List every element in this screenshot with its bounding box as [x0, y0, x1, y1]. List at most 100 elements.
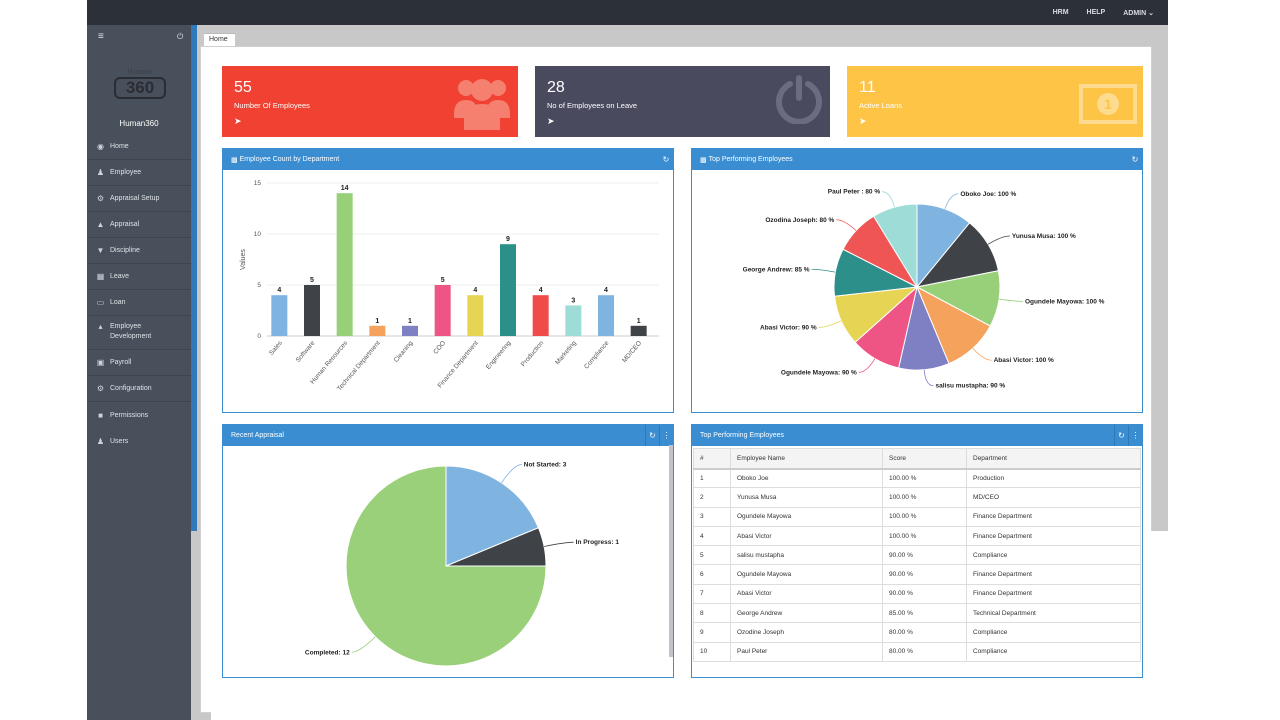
top-bar: HRM HELP ADMIN ⌄	[87, 0, 1168, 25]
stat-card-loans: 11 Active Loans ➤ 1	[847, 66, 1143, 137]
sidebar-item-employee[interactable]: ♟ Employee	[87, 160, 191, 186]
table-row[interactable]: 7 Abasi Victor 90.00 % Finance Department	[693, 583, 1141, 605]
bar-value-label: 14	[341, 185, 349, 192]
sidebar-scrollbar[interactable]	[191, 25, 197, 531]
sidebar-item-label: Permissions	[110, 411, 149, 419]
table-cell: 80.00 %	[882, 641, 967, 662]
column-header[interactable]: Department	[966, 448, 1141, 470]
sidebar-item-employee-development[interactable]: ▴ Employee Development	[87, 316, 191, 350]
sidebar-item-users[interactable]: ♟ Users	[87, 428, 191, 454]
bar[interactable]	[565, 305, 582, 336]
sidebar-item-label: Discipline	[110, 247, 140, 254]
bar[interactable]	[532, 295, 549, 336]
arrow-circle-icon[interactable]: ➤	[234, 116, 242, 126]
table-cell: Finance Department	[966, 525, 1141, 547]
top-performers-table-box: Top Performing Employees ↻ ⋮ # Employee …	[691, 424, 1143, 678]
performer-label: Ozodina Joseph: 80 %	[765, 217, 834, 224]
tab-home[interactable]: Home	[204, 33, 235, 46]
refresh-icon[interactable]: ↻	[662, 155, 670, 164]
table-cell: Compliance	[966, 622, 1141, 643]
sidebar-item-payroll[interactable]: ▣ Payroll	[87, 350, 191, 376]
table-row[interactable]: 5 salisu mustapha 90.00 % Compliance	[693, 545, 1141, 566]
table-row[interactable]: 6 Ogundele Mayowa 90.00 % Finance Departmen…	[693, 564, 1141, 585]
performer-label: George Andrew: 85 %	[743, 266, 810, 273]
bar[interactable]	[598, 295, 614, 336]
table-row[interactable]: 2 Yunusa Musa 100.00 % MD/CEO	[693, 487, 1141, 508]
table-row[interactable]: 10 Paul Peter 80.00 % Compliance	[693, 641, 1141, 662]
bar[interactable]	[369, 325, 386, 336]
table-cell: 8	[693, 603, 731, 624]
table-cell: 3	[693, 506, 731, 527]
appraisal-slice[interactable]	[345, 465, 547, 667]
bar[interactable]	[434, 285, 451, 336]
bar[interactable]	[304, 285, 320, 336]
top-nav: HRM HELP ADMIN ⌄	[1053, 0, 1154, 25]
sidebar-item-label: Appraisal Setup	[110, 195, 160, 202]
bar[interactable]	[500, 244, 516, 336]
thumbs-up-icon: ▲	[96, 220, 105, 229]
table-row[interactable]: 9 Ozodine Joseph 80.00 % Compliance	[693, 622, 1141, 643]
users-icon	[454, 79, 510, 130]
performer-slice[interactable]	[872, 203, 918, 289]
top-performers-chart-header: ▩ Top Performing Employees ↻	[692, 149, 1142, 170]
x-tick-label: Compliance	[583, 339, 611, 370]
sidebar-item-appraisal[interactable]: ▲ Appraisal	[87, 212, 191, 238]
table-row[interactable]: 8 George Andrew 85.00 % Technical Departmen…	[693, 603, 1141, 624]
sidebar-item-label: Configuration	[110, 385, 152, 392]
more-vertical-icon[interactable]: ⋮	[1128, 425, 1142, 446]
sidebar-item-label: Employee Development	[110, 323, 152, 340]
nav-help[interactable]: HELP	[1086, 9, 1106, 16]
appraisal-slice[interactable]	[445, 465, 540, 567]
sidebar-item-leave[interactable]: ▦ Leave	[87, 264, 191, 290]
performer-label: Abasi Victor: 90 %	[760, 324, 817, 331]
table-cell: Ozodine Joseph	[730, 622, 883, 643]
recent-appraisal-box: Recent Appraisal ↻ ⋮ Not Started: 3 In Pr…	[222, 424, 674, 678]
bar[interactable]	[467, 295, 484, 336]
recent-appraisal-scrollbar[interactable]	[669, 445, 673, 657]
graduation-cap-icon: ▴	[98, 322, 103, 331]
x-tick-label: Sales	[268, 339, 284, 357]
bar-value-label: 9	[506, 236, 510, 243]
refresh-icon[interactable]: ↻	[645, 425, 659, 446]
gears-icon: ⚙	[96, 384, 105, 393]
table-cell: Ogundele Mayowa	[730, 564, 883, 585]
sidebar-item-configuration[interactable]: ⚙ Configuration	[87, 376, 191, 402]
table-row[interactable]: 4 Abasi Victor 100.00 % Finance Department	[693, 525, 1141, 547]
refresh-icon[interactable]: ↻	[1114, 425, 1128, 446]
hamburger-icon[interactable]: ≡	[98, 31, 104, 42]
performer-label: Abasi Victor: 100 %	[994, 357, 1054, 364]
table-row[interactable]: 3 Ogundele Mayowa 100.00 % Finance Departme…	[693, 506, 1141, 527]
nav-hrm[interactable]: HRM	[1052, 9, 1069, 16]
column-header[interactable]: Score	[882, 448, 967, 470]
recent-appraisal-pie-chart: Not Started: 3 In Progress: 1 Completed: 1…	[305, 462, 619, 667]
table-cell: Abasi Victor	[730, 525, 883, 547]
sidebar-item-discipline[interactable]: ▼ Discipline	[87, 238, 191, 264]
table-row[interactable]: 1 Oboko Joe 100.00 % Production	[693, 467, 1141, 489]
bar[interactable]	[271, 295, 288, 336]
table-cell: 1	[693, 467, 731, 489]
more-vertical-icon[interactable]: ⋮	[659, 425, 673, 446]
column-header[interactable]: #	[693, 448, 731, 470]
sidebar-item-home[interactable]: ◉ Home	[87, 134, 191, 160]
power-icon	[776, 75, 822, 124]
table-cell: 100.00 %	[882, 506, 967, 527]
bar[interactable]	[402, 325, 418, 336]
nav-admin[interactable]: ADMIN ⌄	[1123, 9, 1154, 17]
bar[interactable]	[336, 193, 353, 336]
sidebar-item-appraisal-setup[interactable]: ⚙ Appraisal Setup	[87, 186, 191, 212]
table-cell: 90.00 %	[882, 564, 967, 585]
arrow-circle-icon[interactable]: ➤	[547, 116, 555, 126]
arrow-circle-icon[interactable]: ➤	[859, 116, 867, 126]
stat-value: 11	[859, 79, 876, 96]
money-icon: 1	[1079, 84, 1137, 124]
sidebar-item-loan[interactable]: ▭ Loan	[87, 290, 191, 316]
bar-value-label: 4	[539, 287, 543, 294]
label-connector	[351, 636, 376, 653]
sidebar-item-permissions[interactable]: ■ Permissions	[87, 402, 191, 428]
power-icon[interactable]: ⏻	[177, 32, 184, 41]
table-cell: 9	[693, 622, 731, 643]
refresh-icon[interactable]: ↻	[1131, 155, 1139, 164]
column-header[interactable]: Employee Name	[730, 448, 883, 470]
bar[interactable]	[630, 325, 647, 336]
x-tick-label: Engineering	[485, 339, 513, 370]
